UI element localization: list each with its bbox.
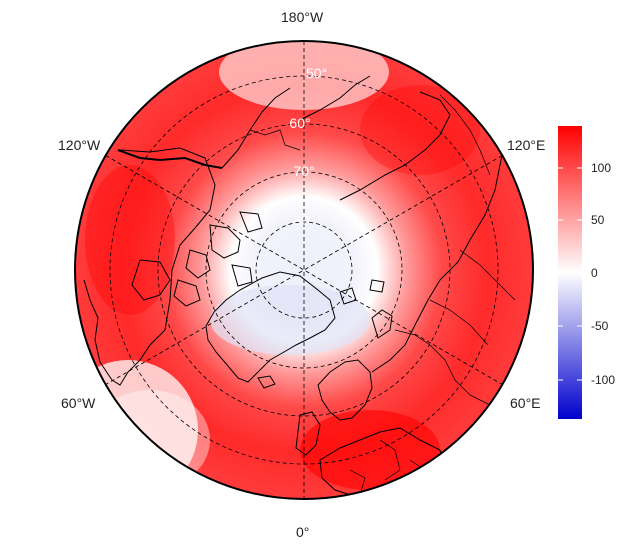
arctic-archipelago [173, 211, 263, 307]
greenland-coast [205, 271, 336, 383]
colorbar-tick-marks [558, 167, 582, 381]
alaska-coast [221, 87, 291, 169]
map-boundary [74, 40, 534, 500]
british-isles [295, 411, 321, 456]
strong-core-europe [300, 410, 440, 490]
colorbar-tick-100: 100 [591, 161, 612, 175]
chukotka-coast [339, 91, 451, 201]
colorbar-tick-50: 50 [591, 213, 605, 227]
meridian-120w-60e [105, 155, 503, 385]
lon-label-top: 180°W [281, 9, 324, 25]
strong-core-canada [85, 165, 175, 315]
lon-label-left-upper: 120°W [58, 137, 101, 153]
colorbar-tick-minus-50: -50 [591, 319, 609, 333]
lat-label-60: 60° [289, 115, 310, 131]
graticule [105, 41, 503, 499]
weak-negative-core [210, 285, 370, 355]
coastlines [83, 75, 516, 499]
lon-label-right-lower: 60°E [510, 395, 541, 411]
scandinavia-coast [317, 359, 373, 421]
lon-label-left-lower: 60°W [61, 395, 96, 411]
lat-label-80: 80° [293, 212, 314, 228]
hudson-bay [131, 259, 171, 301]
lon-label-right-upper: 120°E [507, 137, 546, 153]
lat-label-70: 70° [293, 163, 314, 179]
bering-strait [299, 75, 371, 121]
colorbar-tick-minus-100: -100 [591, 373, 616, 387]
siberia-coast [371, 139, 506, 373]
lat-circle-60 [157, 123, 451, 417]
strong-core-siberia [360, 85, 480, 175]
asia-borders [394, 249, 516, 406]
lat-circle-80 [255, 221, 353, 319]
lon-label-bottom: 0° [296, 524, 310, 540]
latitude-labels: 50° 60° 70° 80° [289, 65, 327, 228]
meridian-120e-60w [105, 155, 503, 385]
colorbar-tick-0: 0 [591, 266, 598, 280]
alaska-interior [249, 129, 301, 151]
iceland-coast [257, 375, 276, 389]
lat-label-50: 50° [306, 65, 327, 81]
north-america-coast [83, 147, 216, 386]
alaska-aleutians [117, 149, 223, 169]
lat-circle-70 [205, 171, 403, 369]
